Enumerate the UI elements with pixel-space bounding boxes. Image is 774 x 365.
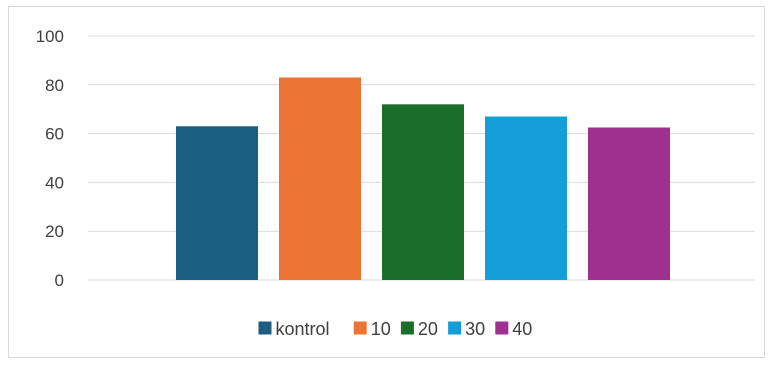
legend-label-kontrol: kontrol (276, 319, 330, 339)
bar-40 (588, 127, 670, 280)
y-tick-label-40: 40 (45, 173, 64, 192)
y-tick-label-20: 20 (45, 222, 64, 241)
legend-swatch-20 (400, 321, 414, 335)
y-tick-label-100: 100 (36, 27, 64, 46)
legend-label-30: 30 (465, 319, 485, 339)
legend: kontrol 10 20 30 40 (258, 319, 532, 339)
legend-label-20: 20 (418, 319, 438, 339)
y-tick-label-60: 60 (45, 125, 64, 144)
y-tick-label-0: 0 (55, 271, 64, 290)
bar-20 (382, 104, 464, 280)
y-axis-tick-labels: 0 20 40 60 80 100 (36, 27, 64, 290)
legend-label-40: 40 (512, 319, 532, 339)
legend-swatch-10 (353, 321, 367, 335)
legend-swatch-30 (448, 321, 462, 335)
bars (176, 77, 670, 281)
bar-10 (279, 77, 361, 280)
legend-label-10: 10 (371, 319, 391, 339)
bar-kontrol (176, 126, 258, 280)
legend-swatch-40 (495, 321, 509, 335)
y-tick-label-80: 80 (45, 76, 64, 95)
bar-30 (485, 116, 567, 281)
legend-swatch-kontrol (258, 321, 272, 335)
